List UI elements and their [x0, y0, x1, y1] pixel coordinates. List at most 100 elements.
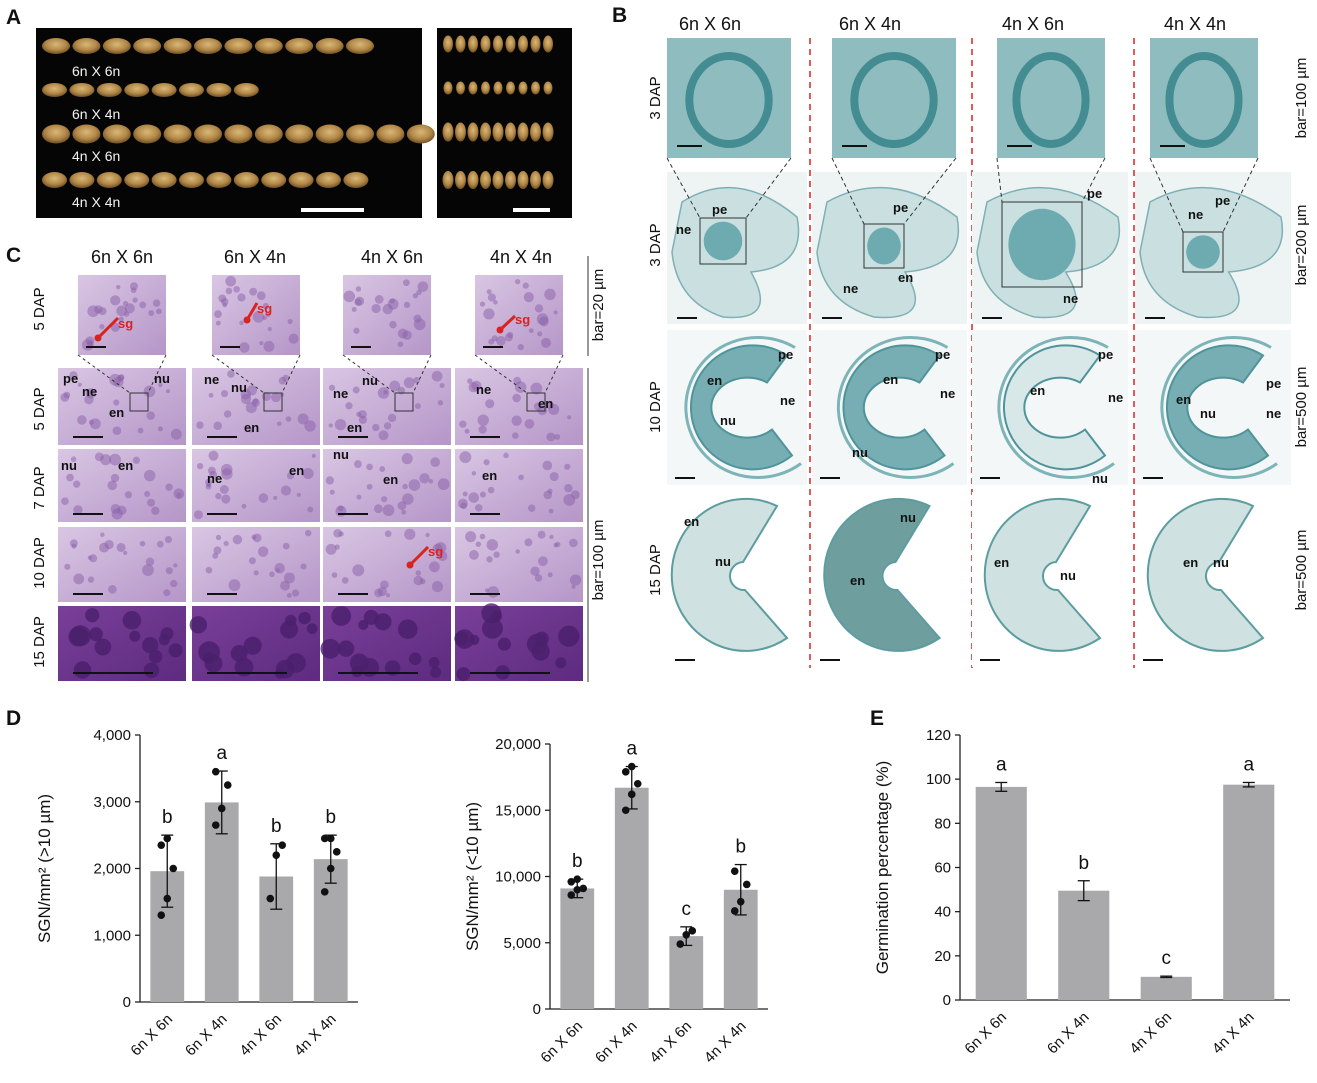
cell — [469, 550, 479, 560]
cell — [397, 386, 405, 395]
seed — [69, 172, 95, 188]
cell — [383, 389, 388, 395]
cell — [118, 316, 124, 322]
y-tick-label: 40 — [934, 904, 951, 921]
cell — [351, 665, 364, 678]
seed-row-label: 4n X 4n — [72, 194, 120, 210]
y-axis-label: Germination percentage (%) — [873, 761, 892, 975]
data-point — [320, 834, 329, 843]
tissue-label-pe: pe — [712, 202, 727, 217]
cell — [389, 380, 401, 392]
cell — [280, 580, 291, 591]
significance-letter: c — [682, 899, 692, 920]
cell — [528, 504, 536, 512]
y-tick-label: 0 — [123, 994, 131, 1011]
data-point — [163, 894, 172, 903]
significance-letter: b — [735, 837, 746, 858]
cell — [87, 555, 93, 560]
cell — [286, 472, 295, 480]
cell — [554, 433, 561, 440]
cell — [205, 566, 213, 574]
cell — [371, 303, 381, 314]
seed — [285, 124, 314, 144]
nucellus-region — [1186, 235, 1220, 269]
cell — [415, 570, 422, 576]
cell — [215, 492, 222, 500]
data-point — [573, 885, 582, 894]
seed — [163, 38, 192, 54]
cell — [225, 275, 237, 287]
cell — [404, 528, 416, 540]
column-header: 6n X 6n — [91, 247, 153, 267]
cell — [189, 616, 208, 634]
seed-section — [1146, 497, 1265, 652]
seed — [343, 172, 369, 188]
cell — [471, 471, 477, 476]
sg-arrow-head — [406, 561, 414, 569]
x-tick-label: 6n X 4n — [1044, 1009, 1093, 1058]
tissue-label-en: en — [538, 396, 553, 411]
x-tick-label: 4n X 4n — [701, 1018, 750, 1067]
cell — [269, 571, 275, 578]
zoom-box — [129, 392, 149, 412]
cell — [549, 471, 559, 482]
cell — [487, 586, 500, 598]
cell — [511, 415, 522, 426]
cell — [165, 567, 173, 575]
cell — [380, 580, 389, 589]
cell — [148, 310, 155, 316]
tissue-label-en: en — [1176, 392, 1191, 407]
cell — [109, 453, 121, 466]
seed — [133, 38, 162, 54]
data-point — [326, 834, 335, 843]
cell — [537, 331, 543, 337]
cell — [218, 294, 227, 303]
cell — [259, 341, 264, 346]
seed — [468, 81, 478, 95]
cell — [124, 303, 135, 314]
tissue-label-nu: nu — [154, 371, 170, 386]
seed — [455, 122, 466, 142]
cell — [487, 486, 495, 494]
cell — [397, 501, 407, 511]
significance-letter: b — [572, 851, 583, 872]
sg-arrow-head — [243, 316, 251, 324]
cell — [306, 623, 318, 635]
cell — [262, 303, 270, 310]
cell — [437, 551, 448, 562]
cell — [286, 592, 292, 598]
tissue-label-nu: nu — [231, 380, 247, 395]
cell — [491, 335, 498, 342]
cell — [542, 460, 553, 471]
cell — [239, 320, 244, 326]
cell — [320, 638, 341, 659]
zoom-line — [211, 354, 265, 394]
cell — [291, 589, 300, 597]
cell — [285, 416, 292, 422]
zoom-box — [526, 392, 546, 412]
tissue-label-en: en — [883, 372, 898, 387]
cell — [437, 400, 444, 406]
row-bar-label: bar=500 µm — [1293, 367, 1310, 448]
cell — [252, 311, 265, 323]
cell — [416, 289, 422, 296]
tissue-label-ne: ne — [940, 386, 955, 401]
bar — [975, 786, 1027, 1000]
seed-section — [670, 497, 789, 652]
cell — [282, 374, 290, 382]
seed — [102, 38, 131, 54]
seed — [531, 81, 540, 95]
cell — [130, 287, 137, 294]
cell — [139, 540, 146, 547]
cell — [208, 392, 214, 398]
cell — [89, 627, 103, 642]
cell — [274, 562, 285, 574]
tissue-label-pe: pe — [893, 200, 908, 215]
cell — [223, 410, 232, 418]
zoom-line — [147, 354, 167, 394]
tissue-label-ne: ne — [82, 384, 97, 399]
seed-section — [823, 497, 941, 652]
significance-letter: b — [271, 816, 282, 837]
cell — [94, 305, 103, 314]
cell — [558, 625, 580, 647]
